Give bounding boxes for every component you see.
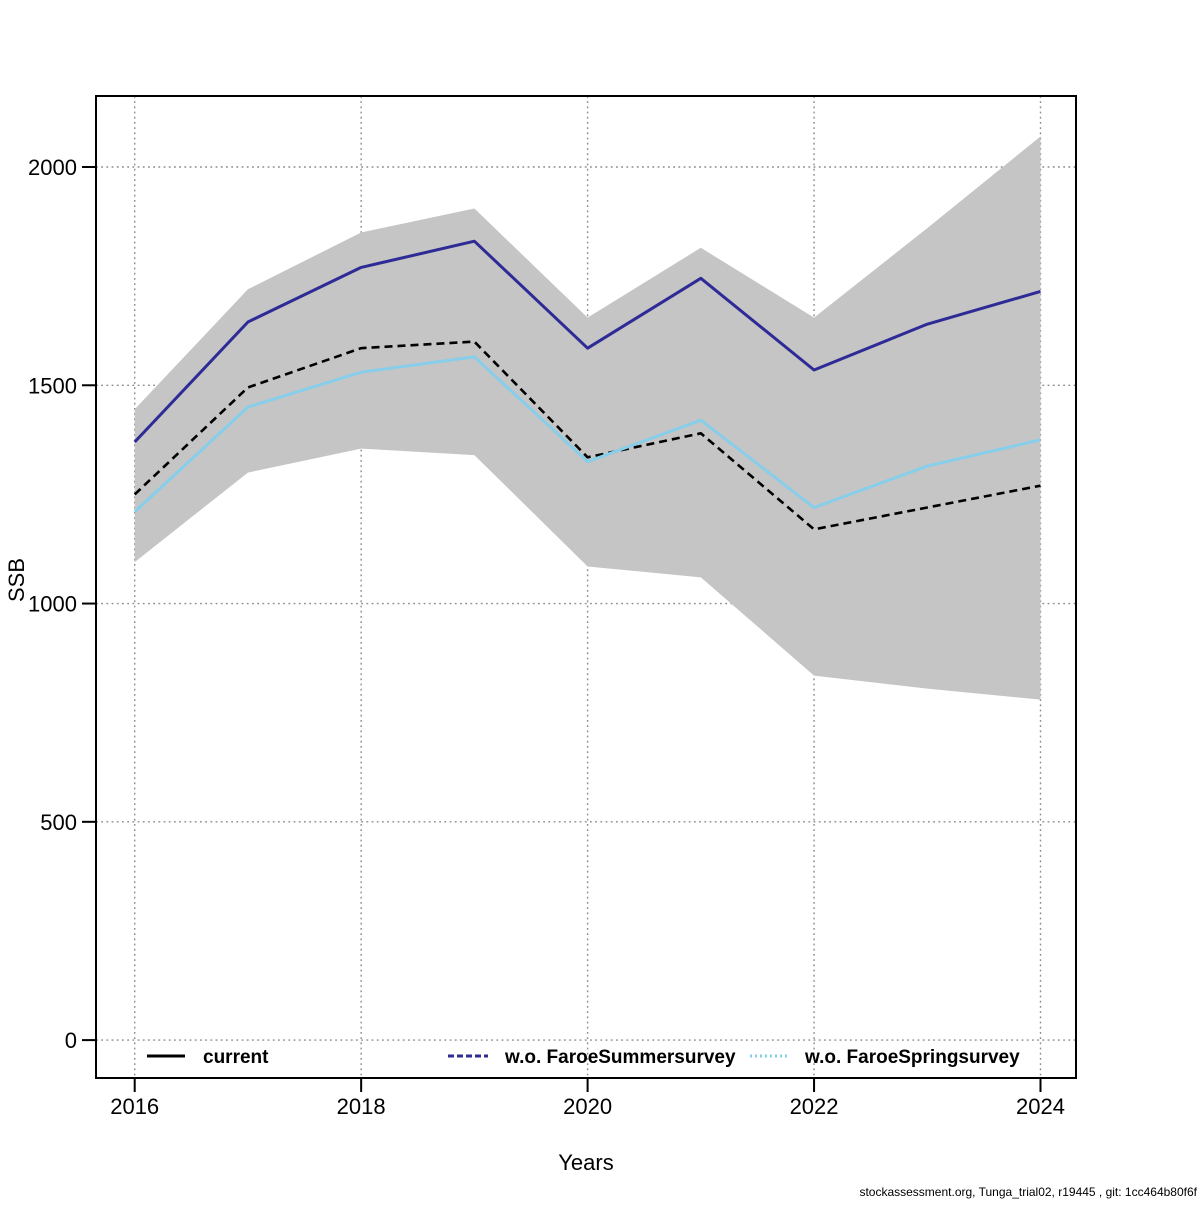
x-tick-label-2020: 2020 — [563, 1094, 612, 1119]
y-tick-label-0: 0 — [65, 1028, 77, 1053]
x-tick-label-2016: 2016 — [110, 1094, 159, 1119]
legend-item-w-o-faroespringsurvey: w.o. FaroeSpringsurvey — [750, 1047, 1020, 1068]
series-line-w-o-faroespringsurvey — [133, 355, 1041, 513]
y-tick-label-2000: 2000 — [28, 155, 77, 180]
footer-text: stockassessment.org, Tunga_trial02, r194… — [859, 1185, 1197, 1199]
tick-layer — [82, 166, 1042, 1092]
legend-item-current: current — [147, 1047, 269, 1068]
legend: current w.o. FaroeSummersurvey w.o. FaroeS… — [147, 1047, 1020, 1068]
x-axis-title: Years — [558, 1150, 613, 1175]
x-tick-label-2024: 2024 — [1016, 1094, 1065, 1119]
legend-label-current: current — [203, 1047, 269, 1068]
plot-border — [95, 95, 1077, 1079]
y-tick-label-1500: 1500 — [28, 373, 77, 398]
x-tick-label-2022: 2022 — [790, 1094, 839, 1119]
legend-label-w-o-faroesummersurvey: w.o. FaroeSummersurvey — [504, 1047, 736, 1068]
y-axis-title: SSB — [4, 558, 29, 602]
series-line-w-o-faroesummersurvey — [133, 239, 1041, 444]
y-tick-label-500: 500 — [40, 810, 77, 835]
x-tick-label-2018: 2018 — [337, 1094, 386, 1119]
tick-label-layer: 2016 2018 2020 2022 2024 0 500 1000 1500 2000 — [28, 155, 1065, 1119]
legend-label-w-o-faroespringsurvey: w.o. FaroeSpringsurvey — [804, 1047, 1020, 1068]
band-layer — [134, 136, 1041, 700]
y-tick-label-1000: 1000 — [28, 592, 77, 617]
legend-item-w-o-faroesummersurvey: w.o. FaroeSummersurvey — [448, 1047, 736, 1068]
line-layer — [133, 239, 1041, 531]
series-line-current — [133, 340, 1041, 531]
confidence-band — [134, 136, 1041, 700]
